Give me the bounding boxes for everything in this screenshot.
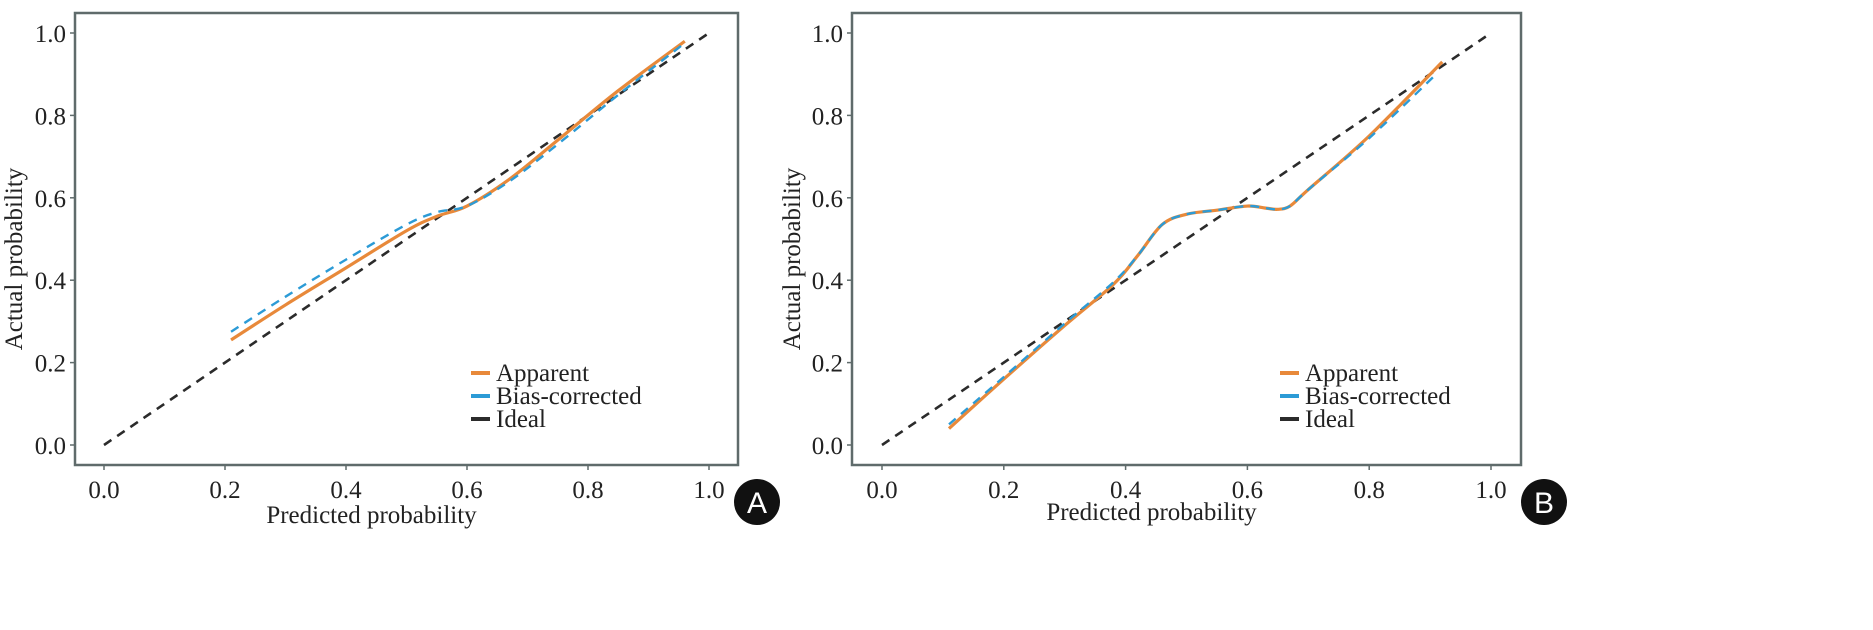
- y-axis-title: Actual probability: [1, 167, 28, 350]
- y-axis-title: Actual probability: [779, 167, 806, 350]
- panel-b: 0.0 0.2 0.4 0.6 0.8 1.0 0.0 0.2 0.4 0.6 0.8 1.0 Pred…: [779, 11, 1567, 526]
- x-tick-label: 0.0: [88, 477, 119, 504]
- y-tick-label: 1.0: [812, 21, 843, 48]
- y-tick-label: 0.6: [35, 186, 66, 213]
- y-tick-label: 1.0: [35, 21, 66, 48]
- x-tick-label: 0.8: [572, 477, 603, 504]
- y-tick-label: 0.2: [812, 351, 843, 378]
- legend-label: Bias-corrected: [496, 383, 642, 410]
- x-axis-title: Predicted probability: [1046, 499, 1257, 526]
- panel-letter: B: [1534, 487, 1554, 520]
- legend-label: Ideal: [496, 406, 546, 433]
- x-tick-label: 1.0: [1475, 477, 1506, 504]
- y-tick-label: 0.2: [35, 351, 66, 378]
- y-tick-label: 0.0: [35, 433, 66, 460]
- y-tick-label: 0.8: [35, 103, 66, 130]
- y-tick-label: 0.8: [812, 103, 843, 130]
- series-line-ideal: [103, 31, 710, 447]
- legend-label: Bias-corrected: [1305, 383, 1451, 410]
- legend-label: Ideal: [1305, 406, 1355, 433]
- x-tick-label: 0.0: [866, 477, 897, 504]
- panel-badge: [1521, 479, 1567, 525]
- x-tick-label: 0.6: [1232, 477, 1263, 504]
- x-tick-label: 0.2: [209, 477, 240, 504]
- series-line-bias-corrected: [230, 44, 683, 333]
- y-tick-label: 0.0: [812, 433, 843, 460]
- x-axis-title: Predicted probability: [266, 502, 477, 529]
- legend-label: Apparent: [1305, 360, 1398, 387]
- x-tick-label: 0.6: [451, 477, 482, 504]
- panel-badge: [734, 479, 780, 525]
- panel-letter: A: [747, 487, 767, 520]
- series-line-apparent: [230, 39, 686, 342]
- legend-label: Apparent: [496, 360, 589, 387]
- plot-frame: [850, 11, 1523, 467]
- x-tick-label: 0.4: [330, 477, 362, 504]
- x-tick-label: 0.4: [1110, 477, 1142, 504]
- y-tick-label: 0.6: [812, 186, 843, 213]
- panel-a: 0.0 0.2 0.4 0.6 0.8 1.0 0.0 0.2 0.4 0.6 0.8 1.0 Pred…: [1, 11, 780, 529]
- plot-frame: [73, 11, 740, 467]
- y-tick-label: 0.4: [812, 268, 844, 295]
- y-tick-label: 0.4: [35, 268, 67, 295]
- x-tick-label: 0.2: [988, 477, 1019, 504]
- x-tick-label: 0.8: [1354, 477, 1385, 504]
- x-tick-label: 1.0: [693, 477, 724, 504]
